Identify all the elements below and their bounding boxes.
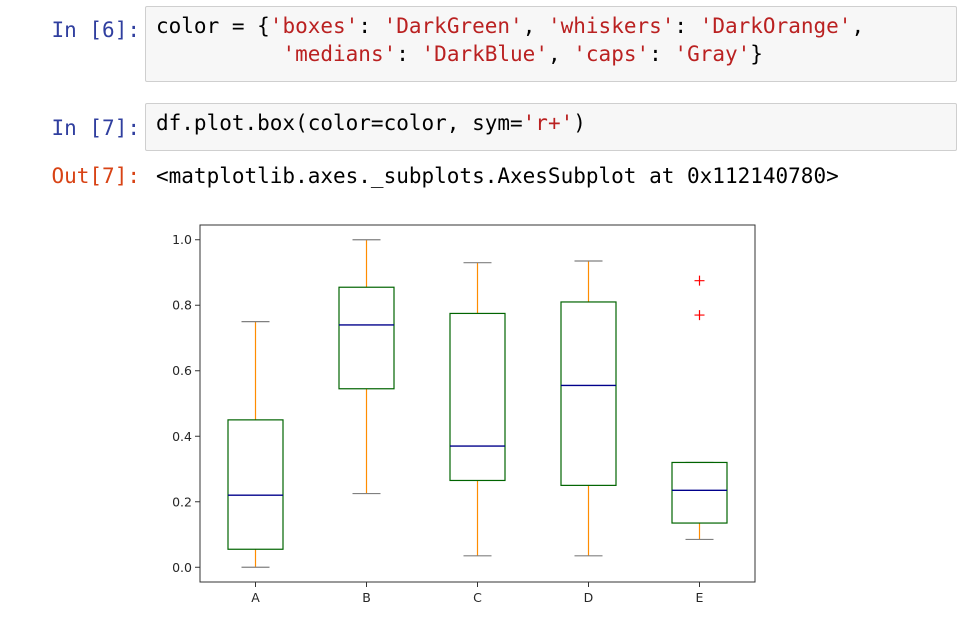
x-tick-label: A <box>251 590 260 605</box>
code-string: 'Gray' <box>674 42 751 66</box>
y-tick-label: 0.0 <box>172 560 192 575</box>
x-tick-label: D <box>584 590 594 605</box>
cell-6-code-line-1: color = {'boxes': 'DarkGreen', 'whiskers… <box>156 12 946 40</box>
cell-7-prompt: In [7]: <box>51 116 140 140</box>
code-string: 'caps' <box>573 42 650 66</box>
box-body <box>338 286 395 390</box>
cell-6-prompt: In [6]: <box>51 18 140 42</box>
x-tick-label: C <box>473 590 482 605</box>
flier-marker <box>694 310 705 321</box>
box-plot: 0.0 0.2 0.4 0.6 0.8 1.0 A B C D E <box>172 224 756 605</box>
code-text: , <box>522 14 548 38</box>
y-tick-label: 0.2 <box>172 494 192 509</box>
code-indent <box>156 42 282 66</box>
box-B <box>338 239 395 495</box>
code-text: df.plot.box(color=color, sym= <box>156 111 523 135</box>
code-text: : <box>649 42 675 66</box>
code-string: 'whiskers' <box>547 14 675 38</box>
box-A <box>227 321 284 568</box>
flier-marker <box>694 275 705 286</box>
y-axis: 0.0 0.2 0.4 0.6 0.8 1.0 <box>172 232 200 575</box>
y-tick-label: 1.0 <box>172 232 192 247</box>
y-tick-label: 0.6 <box>172 363 192 378</box>
code-string: 'r+' <box>522 111 574 135</box>
code-text: ) <box>573 111 586 135</box>
code-string: 'DarkGreen' <box>383 14 523 38</box>
box-body <box>671 461 728 524</box>
cell-7-input[interactable]: df.plot.box(color=color, sym='r+') <box>145 103 957 151</box>
cell-7-output-prompt: Out[7]: <box>51 164 140 188</box>
cell-6-code-line-2: 'medians': 'DarkBlue', 'caps': 'Gray'} <box>156 40 946 68</box>
code-text: , <box>851 14 865 38</box>
y-tick-label: 0.4 <box>172 429 192 444</box>
code-text: color = { <box>156 14 270 38</box>
box-body <box>560 301 617 486</box>
y-tick-label: 0.8 <box>172 298 192 313</box>
cell-6-input[interactable]: color = {'boxes': 'DarkGreen', 'whiskers… <box>145 6 957 82</box>
code-text: , <box>547 42 574 66</box>
code-text: : <box>674 14 700 38</box>
boxes-layer <box>227 239 728 568</box>
code-text: : <box>396 42 422 66</box>
box-body <box>449 312 506 482</box>
code-string: 'DarkBlue' <box>421 42 548 66</box>
code-string: 'DarkOrange' <box>699 14 852 38</box>
code-text: : <box>358 14 384 38</box>
code-string: 'boxes' <box>269 14 359 38</box>
box-body <box>227 419 284 550</box>
box-D <box>560 260 617 557</box>
code-string: 'medians' <box>282 42 397 66</box>
x-tick-label: B <box>362 590 371 605</box>
code-text: } <box>750 42 763 66</box>
box-E <box>671 275 728 541</box>
x-tick-label: E <box>696 590 704 605</box>
x-axis: A B C D E <box>251 582 704 605</box>
cell-7-output-text: <matplotlib.axes._subplots.AxesSubplot a… <box>156 164 839 188</box>
box-C <box>449 262 506 557</box>
cell-7-code-line-1: df.plot.box(color=color, sym='r+') <box>156 109 946 137</box>
